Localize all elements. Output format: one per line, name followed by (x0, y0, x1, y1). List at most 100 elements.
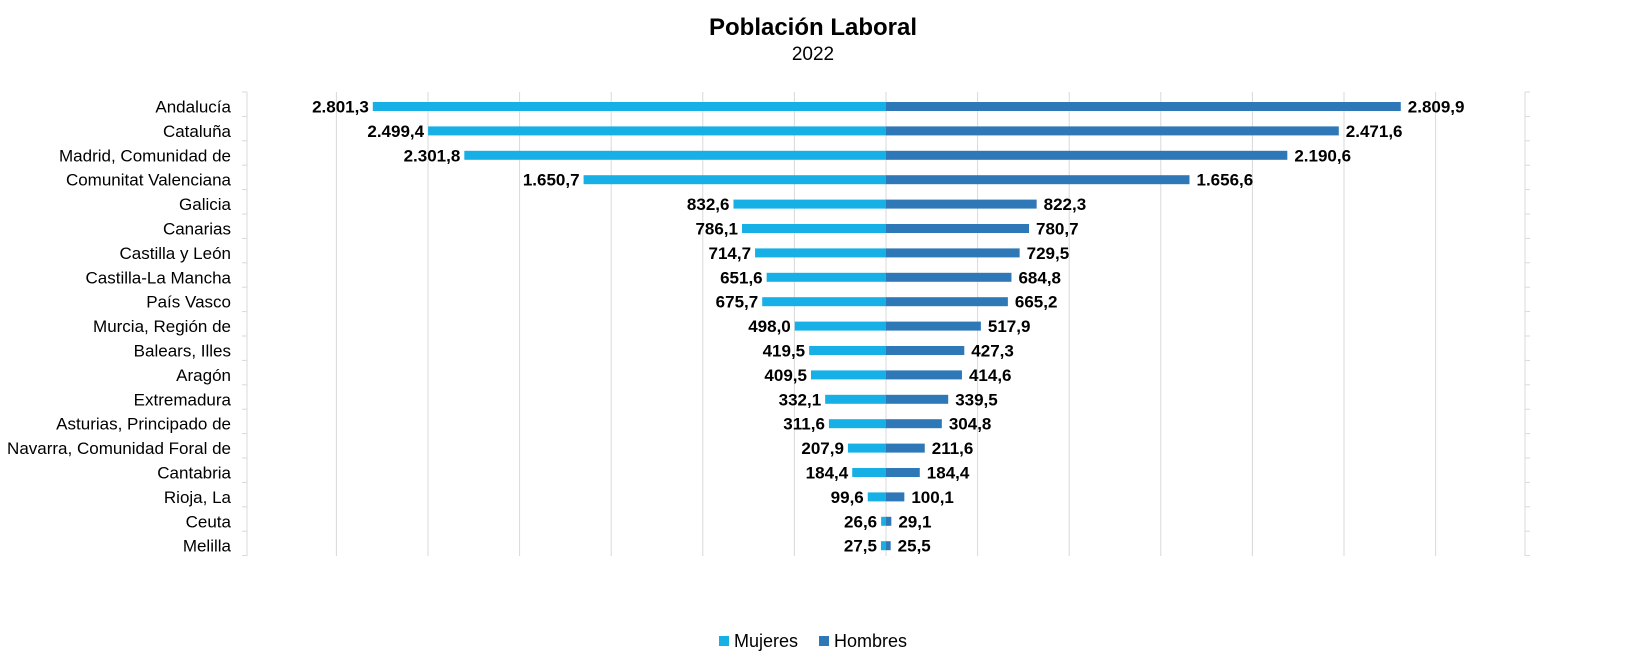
bar-hombres-castilla-y-leon (886, 248, 1020, 258)
data-label-mujeres-pais-vasco: 675,7 (716, 293, 759, 312)
bar-mujeres-rioja-la (867, 492, 886, 502)
category-label-murcia-region-de: Murcia, Región de (93, 317, 231, 336)
bar-mujeres-galicia (733, 199, 886, 209)
bar-mujeres-melilla (880, 541, 886, 551)
chart-subtitle: 2022 (791, 44, 835, 65)
data-label-hombres-asturias-principado-de: 304,8 (949, 415, 992, 434)
category-label-castilla-la-mancha: Castilla-La Mancha (85, 268, 231, 287)
bar-mujeres-canarias (741, 224, 886, 233)
data-label-hombres-extremadura: 339,5 (955, 390, 998, 409)
data-label-hombres-castilla-y-leon: 729,5 (1027, 244, 1070, 263)
data-label-hombres-comunitat-valenciana: 1.656,6 (1196, 171, 1253, 190)
data-label-hombres-andalucia: 2.809,9 (1408, 98, 1465, 117)
data-label-mujeres-melilla: 27,5 (844, 537, 877, 556)
category-label-andalucia: Andalucía (155, 98, 231, 117)
bar-hombres-canarias (886, 224, 1030, 233)
bar-hombres-navarra-comunidad-foral-de (886, 443, 925, 453)
data-label-hombres-balears-illes: 427,3 (971, 342, 1014, 361)
data-label-mujeres-balears-illes: 419,5 (763, 342, 806, 361)
bar-hombres-extremadura (886, 394, 949, 404)
data-label-mujeres-madrid-comunidad-de: 2.301,8 (404, 146, 461, 165)
category-label-rioja-la: Rioja, La (164, 488, 232, 507)
data-label-hombres-cantabria: 184,4 (927, 464, 970, 483)
bar-mujeres-navarra-comunidad-foral-de (847, 443, 886, 453)
bar-hombres-balears-illes (886, 346, 965, 355)
legend-label-mujeres: Mujeres (733, 630, 798, 651)
category-label-ceuta: Ceuta (186, 512, 232, 531)
category-label-castilla-y-leon: Castilla y León (119, 244, 231, 263)
bar-mujeres-pais-vasco (762, 297, 886, 307)
bar-hombres-comunitat-valenciana (886, 175, 1190, 185)
bar-hombres-murcia-region-de (886, 321, 981, 331)
data-label-hombres-cataluna: 2.471,6 (1346, 122, 1403, 141)
data-label-mujeres-castilla-y-leon: 714,7 (709, 244, 752, 263)
bar-mujeres-aragon (810, 370, 886, 380)
bar-hombres-asturias-principado-de (886, 419, 942, 429)
legend-label-hombres: Hombres (834, 630, 908, 651)
data-label-hombres-aragon: 414,6 (969, 366, 1012, 385)
data-label-hombres-rioja-la: 100,1 (911, 488, 954, 507)
bar-mujeres-castilla-la-mancha (766, 272, 886, 282)
category-label-canarias: Canarias (163, 220, 231, 239)
bar-mujeres-cataluna (428, 126, 886, 136)
bar-mujeres-balears-illes (809, 346, 886, 355)
bar-hombres-cataluna (886, 126, 1339, 136)
bar-hombres-madrid-comunidad-de (886, 150, 1288, 160)
bar-mujeres-madrid-comunidad-de (464, 150, 886, 160)
category-label-navarra-comunidad-foral-de: Navarra, Comunidad Foral de (7, 439, 231, 458)
bar-mujeres-comunitat-valenciana (583, 175, 886, 185)
data-label-mujeres-extremadura: 332,1 (779, 390, 822, 409)
category-label-comunitat-valenciana: Comunitat Valenciana (66, 171, 232, 190)
category-label-galicia: Galicia (179, 195, 232, 214)
data-label-hombres-galicia: 822,3 (1044, 195, 1087, 214)
data-label-hombres-canarias: 780,7 (1036, 220, 1079, 239)
legend-item-hombres: Hombres (819, 631, 907, 652)
data-label-hombres-madrid-comunidad-de: 2.190,6 (1294, 146, 1351, 165)
bar-mujeres-castilla-y-leon (755, 248, 886, 258)
data-label-mujeres-navarra-comunidad-foral-de: 207,9 (801, 439, 844, 458)
bar-mujeres-ceuta (881, 516, 886, 526)
bar-mujeres-extremadura (825, 394, 886, 404)
bar-hombres-aragon (886, 370, 962, 380)
data-label-mujeres-castilla-la-mancha: 651,6 (720, 268, 763, 287)
data-label-mujeres-murcia-region-de: 498,0 (748, 317, 791, 336)
category-label-cataluna: Cataluña (163, 122, 232, 141)
bar-hombres-galicia (886, 199, 1037, 209)
data-label-mujeres-galicia: 832,6 (687, 195, 730, 214)
data-label-hombres-murcia-region-de: 517,9 (988, 317, 1031, 336)
bar-mujeres-andalucia (372, 102, 886, 111)
category-label-cantabria: Cantabria (157, 464, 231, 483)
bar-hombres-castilla-la-mancha (886, 272, 1012, 282)
bar-hombres-andalucia (886, 102, 1401, 111)
legend-swatch-hombres (819, 636, 829, 646)
category-label-asturias-principado-de: Asturias, Principado de (56, 415, 231, 434)
data-label-hombres-melilla: 25,5 (898, 537, 931, 556)
category-label-aragon: Aragón (176, 366, 231, 385)
category-label-pais-vasco: País Vasco (146, 293, 231, 312)
legend: Mujeres Hombres (0, 630, 1626, 652)
category-label-extremadura: Extremadura (134, 390, 232, 409)
data-label-mujeres-comunitat-valenciana: 1.650,7 (523, 171, 580, 190)
data-label-mujeres-cataluna: 2.499,4 (367, 122, 424, 141)
bar-hombres-cantabria (886, 468, 920, 477)
category-label-madrid-comunidad-de: Madrid, Comunidad de (59, 146, 231, 165)
bar-mujeres-cantabria (852, 468, 886, 477)
data-label-mujeres-canarias: 786,1 (695, 220, 738, 239)
bar-hombres-melilla (886, 541, 891, 551)
bar-mujeres-murcia-region-de (794, 321, 886, 331)
bar-hombres-rioja-la (886, 492, 905, 502)
data-label-mujeres-rioja-la: 99,6 (831, 488, 864, 507)
data-label-hombres-navarra-comunidad-foral-de: 211,6 (932, 439, 974, 458)
data-label-mujeres-asturias-principado-de: 311,6 (783, 415, 825, 434)
chart-title: Población Laboral (708, 14, 918, 41)
category-label-melilla: Melilla (183, 537, 232, 556)
data-label-mujeres-ceuta: 26,6 (844, 512, 877, 531)
bar-hombres-pais-vasco (886, 297, 1008, 307)
legend-item-mujeres: Mujeres (718, 630, 798, 652)
bar-hombres-ceuta (886, 516, 892, 526)
data-label-mujeres-aragon: 409,5 (764, 366, 807, 385)
data-label-hombres-ceuta: 29,1 (898, 512, 931, 531)
data-label-hombres-castilla-la-mancha: 684,8 (1018, 268, 1061, 287)
data-label-hombres-pais-vasco: 665,2 (1015, 293, 1058, 312)
legend-swatch-mujeres (718, 636, 729, 646)
